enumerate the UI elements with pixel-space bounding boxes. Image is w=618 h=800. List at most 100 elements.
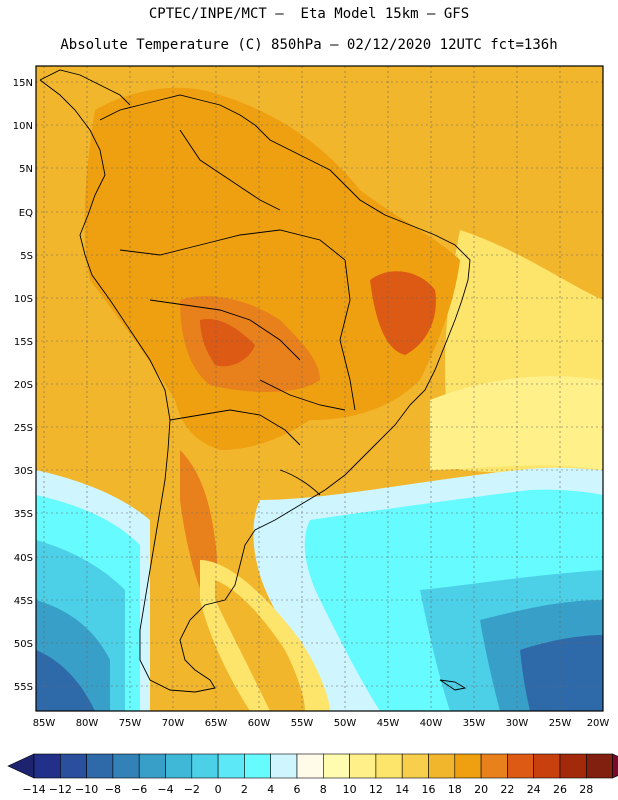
colorbar-cell	[59, 753, 87, 779]
lat-label-55s: 55S	[14, 682, 33, 693]
lat-label-45s: 45S	[14, 596, 33, 607]
lat-label-10n: 10N	[13, 121, 33, 132]
colorbar-cell	[112, 753, 140, 779]
lon-label-20w: 20W	[587, 718, 610, 729]
colorbar-cell	[322, 753, 350, 779]
colorbar-cell	[86, 753, 114, 779]
lon-label-40w: 40W	[420, 718, 443, 729]
title-line-2: Absolute Temperature (C) 850hPa – 02/12/…	[60, 37, 558, 53]
lon-label-60w: 60W	[248, 718, 271, 729]
colorbar-label: −12	[49, 783, 72, 796]
south-america-coast	[39, 79, 471, 693]
colorbar-label: 12	[369, 783, 383, 796]
colorbar-label: 24	[527, 783, 541, 796]
lat-label-50s: 50S	[14, 639, 33, 650]
colorbar-low-arrow	[7, 753, 35, 779]
colorbar-cell	[165, 753, 193, 779]
border-1	[169, 409, 301, 446]
colorbar-label: 10	[343, 783, 357, 796]
lon-label-25w: 25W	[549, 718, 572, 729]
colorbar-label: 20	[474, 783, 488, 796]
colorbar-label: −2	[184, 783, 200, 796]
lon-label-50w: 50W	[334, 718, 357, 729]
colorbar-label: 2	[241, 783, 248, 796]
colorbar-cell	[349, 753, 377, 779]
field-atlantic-cold-5	[520, 635, 603, 711]
colorbar-label: 22	[500, 783, 514, 796]
lon-labels: 85W 80W 75W 70W 65W 60W 55W 50W 45W 40W …	[33, 718, 610, 729]
colorbar-cell	[507, 753, 534, 779]
lat-label-5s: 5S	[20, 251, 33, 262]
falklands	[439, 679, 467, 691]
border-3	[149, 299, 301, 361]
colorbar-cell	[244, 753, 271, 779]
colorbar-label: −8	[105, 783, 121, 796]
lon-label-85w: 85W	[33, 718, 56, 729]
colorbar-cell	[138, 753, 166, 779]
lon-label-80w: 80W	[76, 718, 99, 729]
uruguay-border	[279, 469, 321, 496]
colorbar-cell	[454, 753, 482, 779]
lat-label-35s: 35S	[14, 509, 33, 520]
lon-label-55w: 55W	[291, 718, 314, 729]
lat-label-10s: 10S	[14, 294, 33, 305]
lon-label-45w: 45W	[377, 718, 400, 729]
lat-label-15s: 15S	[14, 337, 33, 348]
colorbar-label: −6	[131, 783, 147, 796]
field-land-warm	[84, 87, 461, 451]
colorbar-cell	[559, 753, 587, 779]
lat-label-15n: 15N	[13, 78, 33, 89]
lat-label-5n: 5N	[19, 164, 33, 175]
colorbar-cell	[428, 753, 456, 779]
lon-label-75w: 75W	[119, 718, 142, 729]
colorbar-cell	[375, 753, 403, 779]
lat-label-25s: 25S	[14, 423, 33, 434]
colorbar-label: 4	[267, 783, 274, 796]
colorbar-cell	[217, 753, 245, 779]
temperature-field	[36, 66, 603, 711]
colorbar-label: −4	[157, 783, 173, 796]
colorbar-label: 6	[294, 783, 301, 796]
field-pacific-band-5	[36, 650, 95, 711]
border-4	[259, 379, 346, 411]
colorbar-cell	[33, 753, 61, 779]
central-america-coast	[39, 69, 131, 106]
lat-label-20s: 20S	[14, 380, 33, 391]
colorbar-label: 18	[448, 783, 462, 796]
colorbar-cell	[533, 753, 561, 779]
lon-label-65w: 65W	[205, 718, 228, 729]
colorbar-label: 14	[395, 783, 409, 796]
colorbar-label: −10	[75, 783, 98, 796]
colorbar-label: −14	[22, 783, 45, 796]
lat-label-eq: EQ	[19, 208, 33, 219]
lon-label-30w: 30W	[506, 718, 529, 729]
colorbar-cell	[191, 753, 219, 779]
border-2	[119, 229, 346, 261]
colorbar-label: 26	[553, 783, 567, 796]
colorbar-high-arrow	[612, 753, 618, 779]
border-5	[339, 259, 356, 411]
field-hot-core-2	[200, 319, 255, 367]
title-line-1: CPTEC/INPE/MCT – Eta Model 15km – GFS	[148, 6, 470, 22]
lon-label-35w: 35W	[463, 718, 486, 729]
plot-frame	[35, 65, 604, 712]
border-6	[179, 129, 281, 211]
lat-label-30s: 30S	[14, 466, 33, 477]
field-hot-core-3	[370, 271, 436, 355]
colorbar-cell	[270, 753, 298, 779]
lon-label-70w: 70W	[162, 718, 185, 729]
coastlines	[39, 69, 471, 693]
colorbar: −14 −12 −10 −8 −6 −4 −2 0 2 4 6 8 10 12 14 16 18 20 22 24 26…	[7, 753, 618, 796]
lat-labels: 15N 10N 5N EQ 5S 10S 15S 20S 25S 30S 35S…	[13, 78, 33, 693]
colorbar-label: 8	[320, 783, 327, 796]
colorbar-cell	[585, 753, 613, 779]
field-patagonia-core	[215, 580, 305, 711]
colorbar-label: 28	[579, 783, 593, 796]
colorbar-cell	[480, 753, 508, 779]
lat-label-40s: 40S	[14, 553, 33, 564]
colorbar-cell	[401, 753, 429, 779]
colorbar-label: 0	[215, 783, 222, 796]
colorbar-label: 16	[422, 783, 436, 796]
colorbar-cell	[296, 753, 324, 779]
